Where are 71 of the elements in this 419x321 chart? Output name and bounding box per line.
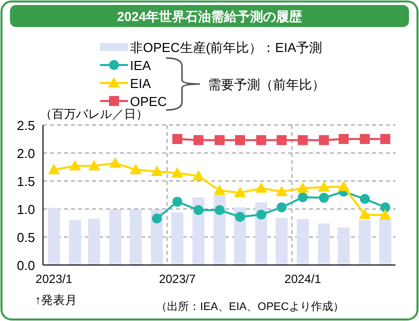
bar [130,210,142,265]
point [298,135,308,146]
y-tick-label: 2.5 [16,118,35,133]
y-tick-label: 2.0 [16,146,35,161]
point [234,186,246,198]
y-tick-label: 1.0 [16,202,35,217]
legend-label: OPEC [130,94,167,109]
point [130,164,142,174]
point [256,135,266,146]
text: （出所：IEA、EIA、OPECより作成） [156,300,344,313]
point [193,205,204,216]
point [150,165,163,176]
y-tick-label: 1.5 [16,174,35,189]
point [358,208,371,220]
point [380,134,390,144]
point [152,214,162,224]
point [255,182,268,193]
bar [338,227,350,265]
legend-label: EIA [130,76,152,91]
x-axis-title: ↑発表月 [35,293,77,307]
bar [192,197,204,265]
bar [296,219,309,265]
bar [171,212,184,265]
point [379,209,392,220]
point [338,180,350,192]
y-tick-label: 0.5 [16,230,35,245]
point [318,181,330,192]
x-tick-label: 2023/1 [36,272,73,286]
point [235,212,246,222]
point [214,135,225,146]
bar [69,220,82,265]
y-tick-label: 0.0 [16,258,35,273]
point [172,134,182,144]
point [109,157,122,168]
bar [318,224,330,265]
point [48,164,60,174]
y-axis-title: （百万バレル／日） [40,107,148,121]
point [69,160,82,170]
point [193,135,204,146]
chart-title: 2024年世界石油需給予測の履歴 [117,9,303,24]
point [298,192,308,202]
bar [48,208,60,265]
point [88,160,100,170]
point [276,186,288,196]
bar [214,196,226,265]
point [276,135,287,146]
bar [109,210,122,265]
point [171,167,184,178]
bar [379,219,392,265]
point [235,135,246,146]
point [214,184,226,196]
point [318,135,329,146]
point [276,202,287,212]
x-tick-label: 2023/7 [158,272,196,286]
x-tick-label: 2024/1 [284,272,322,286]
point [172,196,182,207]
point [256,210,266,220]
bar [88,218,100,265]
point [360,194,370,204]
bar [358,220,371,265]
legend-label: IEA [130,58,152,73]
legend-label: 非OPEC生産(前年比）：EIA予測 [130,40,322,55]
point [360,134,370,144]
point [380,202,390,212]
point [318,192,329,203]
point [192,170,204,180]
point [338,134,349,144]
point [214,205,225,216]
point [296,182,309,193]
bar [276,218,288,265]
text: 需要予測（前年比） [208,77,325,92]
